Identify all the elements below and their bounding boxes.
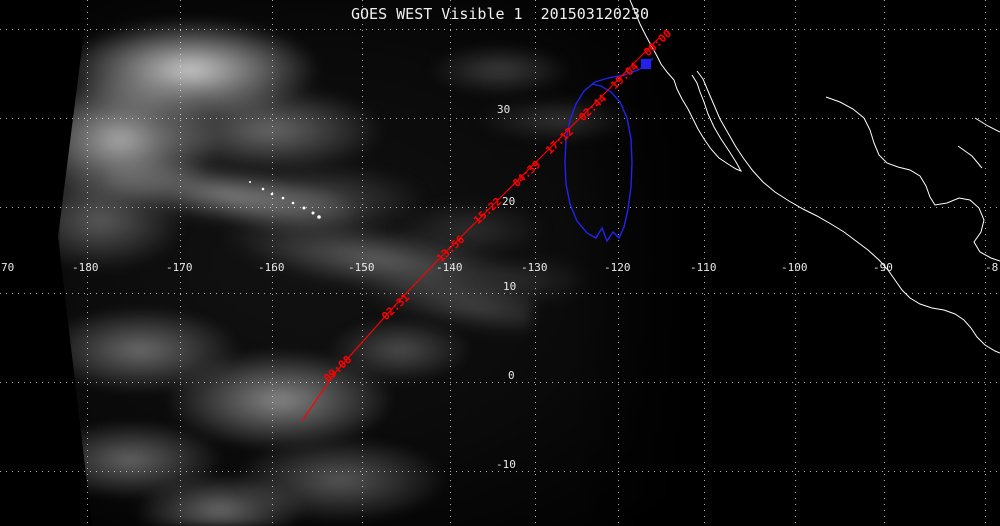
longitude-label: -180	[72, 261, 99, 274]
parallel-line	[0, 207, 1000, 208]
meridian-line	[795, 0, 796, 526]
coastline-gulf-of-mexico-yucatan	[825, 96, 1000, 262]
meridian-line	[618, 0, 619, 526]
longitude-label: -140	[436, 261, 463, 274]
blue-trajectory	[564, 57, 654, 243]
hawaii-islands	[249, 181, 321, 219]
meridian-line	[985, 0, 986, 526]
longitude-label: -170	[166, 261, 193, 274]
parallel-line	[0, 382, 1000, 383]
longitude-label: -120	[604, 261, 631, 274]
longitude-label: -100	[781, 261, 808, 274]
meridian-line	[535, 0, 536, 526]
longitude-label: -8	[985, 261, 999, 274]
longitude-label: 70	[1, 261, 15, 274]
meridian-line	[180, 0, 181, 526]
coastline-california-baja-mexico	[629, 0, 1000, 354]
latitude-label: 10	[503, 280, 517, 293]
parallel-line	[0, 471, 1000, 472]
meridian-line	[884, 0, 885, 526]
meridian-line	[450, 0, 451, 526]
meridian-line	[272, 0, 273, 526]
parallel-line	[0, 118, 1000, 119]
longitude-label: -160	[258, 261, 285, 274]
meridian-line	[704, 0, 705, 526]
parallel-line	[0, 293, 1000, 294]
image-title: GOES WEST Visible 1 201503120230	[350, 5, 649, 23]
longitude-label: -130	[521, 261, 548, 274]
latitude-label: 30	[497, 103, 511, 116]
latitude-label: 0	[508, 369, 515, 382]
latitude-label: 20	[502, 195, 516, 208]
longitude-label: -150	[348, 261, 375, 274]
meridian-line	[87, 0, 88, 526]
night-terminator-shading	[570, 0, 720, 526]
trajectory-start-marker	[641, 59, 651, 69]
meridian-line	[362, 0, 363, 526]
parallel-line	[0, 29, 1000, 30]
red-ground-track	[301, 37, 660, 422]
latitude-label: -10	[496, 458, 516, 471]
longitude-label: -110	[690, 261, 717, 274]
